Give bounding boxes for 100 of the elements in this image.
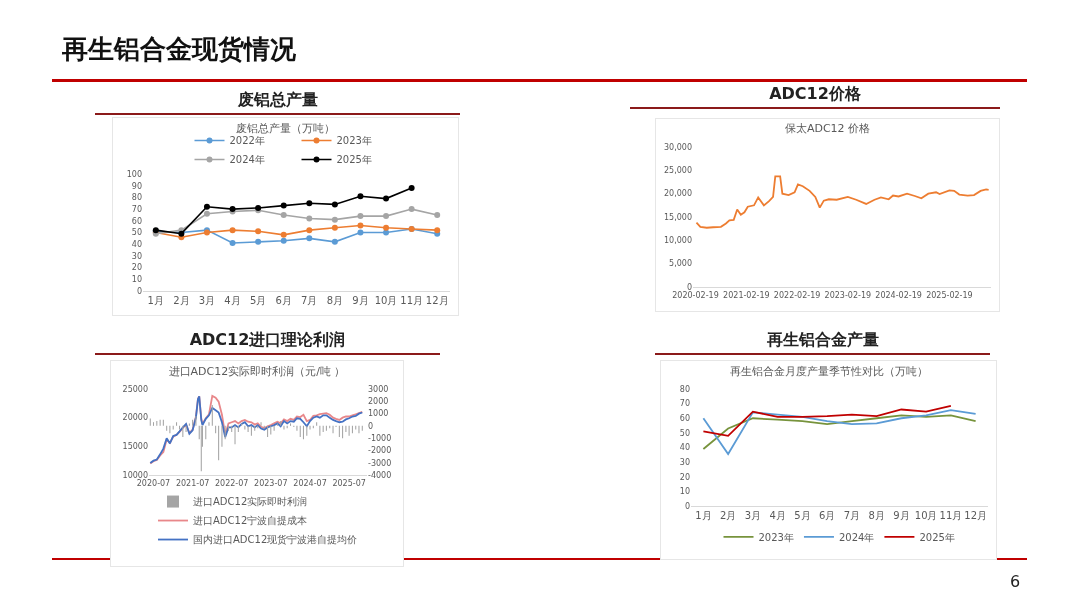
legend-label: 2024年 [838,531,875,543]
y-tick-label: 70 [131,204,142,214]
y2-tick-label: -2000 [368,446,392,456]
x-tick-label: 2023-02-19 [824,290,872,300]
chart-subtitle: 保太ADC12 价格 [784,122,871,136]
y-tick-label: 40 [131,240,142,249]
y-tick-label: 10 [679,487,690,497]
point [280,237,287,244]
x-tick-label: 2月 [173,295,190,306]
y-tick-label: 5,000 [669,259,692,269]
legend-label: 2024年 [229,154,265,166]
chart-title: 废铝总产量 [95,90,460,115]
x-tick-label: 9月 [893,510,910,521]
y-tick-label: 40 [679,443,690,453]
y2-tick-label: 3000 [368,384,389,394]
y-tick-label: 10,000 [664,236,692,246]
x-tick-label: 11月 [400,295,423,306]
legend-label: 进口ADC12宁波自提成本 [193,515,308,527]
point [383,195,390,202]
point [306,227,313,234]
x-tick-label: 7月 [843,510,861,521]
point [357,193,364,200]
point [280,211,287,218]
point [434,211,441,218]
legend-label: 2025年 [919,531,955,543]
legend-label: 2023年 [336,135,372,147]
x-tick-label: 2023-07 [254,478,288,488]
x-tick-label: 2月 [719,510,737,521]
y-tick-label: 100 [126,169,142,179]
y-tick-label: 25000 [122,384,148,394]
point [306,200,313,207]
chart-subtitle: 废铝总产量（万吨） [236,121,335,135]
x-tick-label: 4月 [224,295,241,306]
legend-label: 进口ADC12实际即时利润 [193,496,308,508]
point [331,201,338,208]
x-tick-label: 2025-07 [332,478,366,488]
point [331,216,338,223]
x-tick-label: 3月 [198,295,216,306]
point [383,224,390,231]
point [331,238,338,245]
y-tick-label: 15,000 [664,212,692,222]
y2-tick-label: 1000 [368,409,389,419]
x-tick-label: 6月 [818,510,836,521]
x-tick-label: 2022-02-19 [773,290,821,300]
x-tick-label: 8月 [326,295,344,306]
y-tick-label: 20 [679,472,690,482]
y-tick-label: 60 [131,216,142,226]
y-tick-label: 0 [136,286,142,296]
x-tick-label: 2021-02-19 [723,290,770,300]
text: 再生铝合金现货情况 [62,33,296,66]
point [408,185,415,192]
point [229,227,236,234]
point [383,213,390,220]
x-tick-label: 2022-07 [214,478,249,488]
x-tick-label: 5月 [249,295,267,306]
x-tick-label: 2020-07 [136,478,171,488]
y-tick-label: 80 [679,384,690,394]
legend-label: 国内进口ADC12现货宁波港自提均价 [193,534,358,546]
point [255,238,262,245]
x-tick-label: 12月 [964,510,987,521]
point [229,240,236,247]
y-tick-label: 30 [679,457,690,467]
y-tick-label: 10 [131,275,142,285]
line-series [695,175,990,229]
x-tick-label: 10月 [374,295,398,306]
x-tick-label: 1月 [695,510,712,521]
y-tick-label: 60 [679,414,690,424]
y-tick-label: 30 [131,251,142,261]
chart-title: ADC12价格 [630,84,1000,109]
point [203,203,210,210]
x-tick-label: 12月 [425,295,449,306]
point [408,206,415,213]
point [357,229,364,236]
y-tick-label: 0 [684,501,690,511]
y-tick-label: 15000 [122,442,148,452]
y2-tick-label: -3000 [368,458,392,468]
y-tick-label: 10000 [122,470,148,480]
point [331,224,338,231]
point [203,210,210,217]
y-tick-label: 30,000 [664,142,692,152]
y-tick-label: 50 [131,228,142,238]
x-tick-label: 9月 [352,295,369,306]
x-tick-label: 2025-02-19 [926,290,973,300]
y2-tick-label: 0 [368,421,374,431]
y2-tick-label: 2000 [368,397,389,407]
x-tick-label: 6月 [275,295,292,306]
y-tick-label: 20 [131,263,142,273]
y-tick-label: 80 [131,193,142,203]
x-tick-label: 2021-07 [175,478,210,488]
point [280,231,287,238]
y-tick-label: 70 [679,399,690,409]
chart-subtitle: 再生铝合金月度产量季节性对比（万吨） [729,364,928,378]
y-tick-label: 20000 [122,413,148,423]
chart-title: 再生铝合金产量 [655,330,990,355]
y-tick-label: 0 [686,282,692,292]
line-series [702,404,952,437]
y-tick-label: 20,000 [664,189,692,199]
point [306,215,313,222]
x-tick-label: 2024-07 [293,478,327,488]
x-tick-label: 11月 [939,510,963,521]
